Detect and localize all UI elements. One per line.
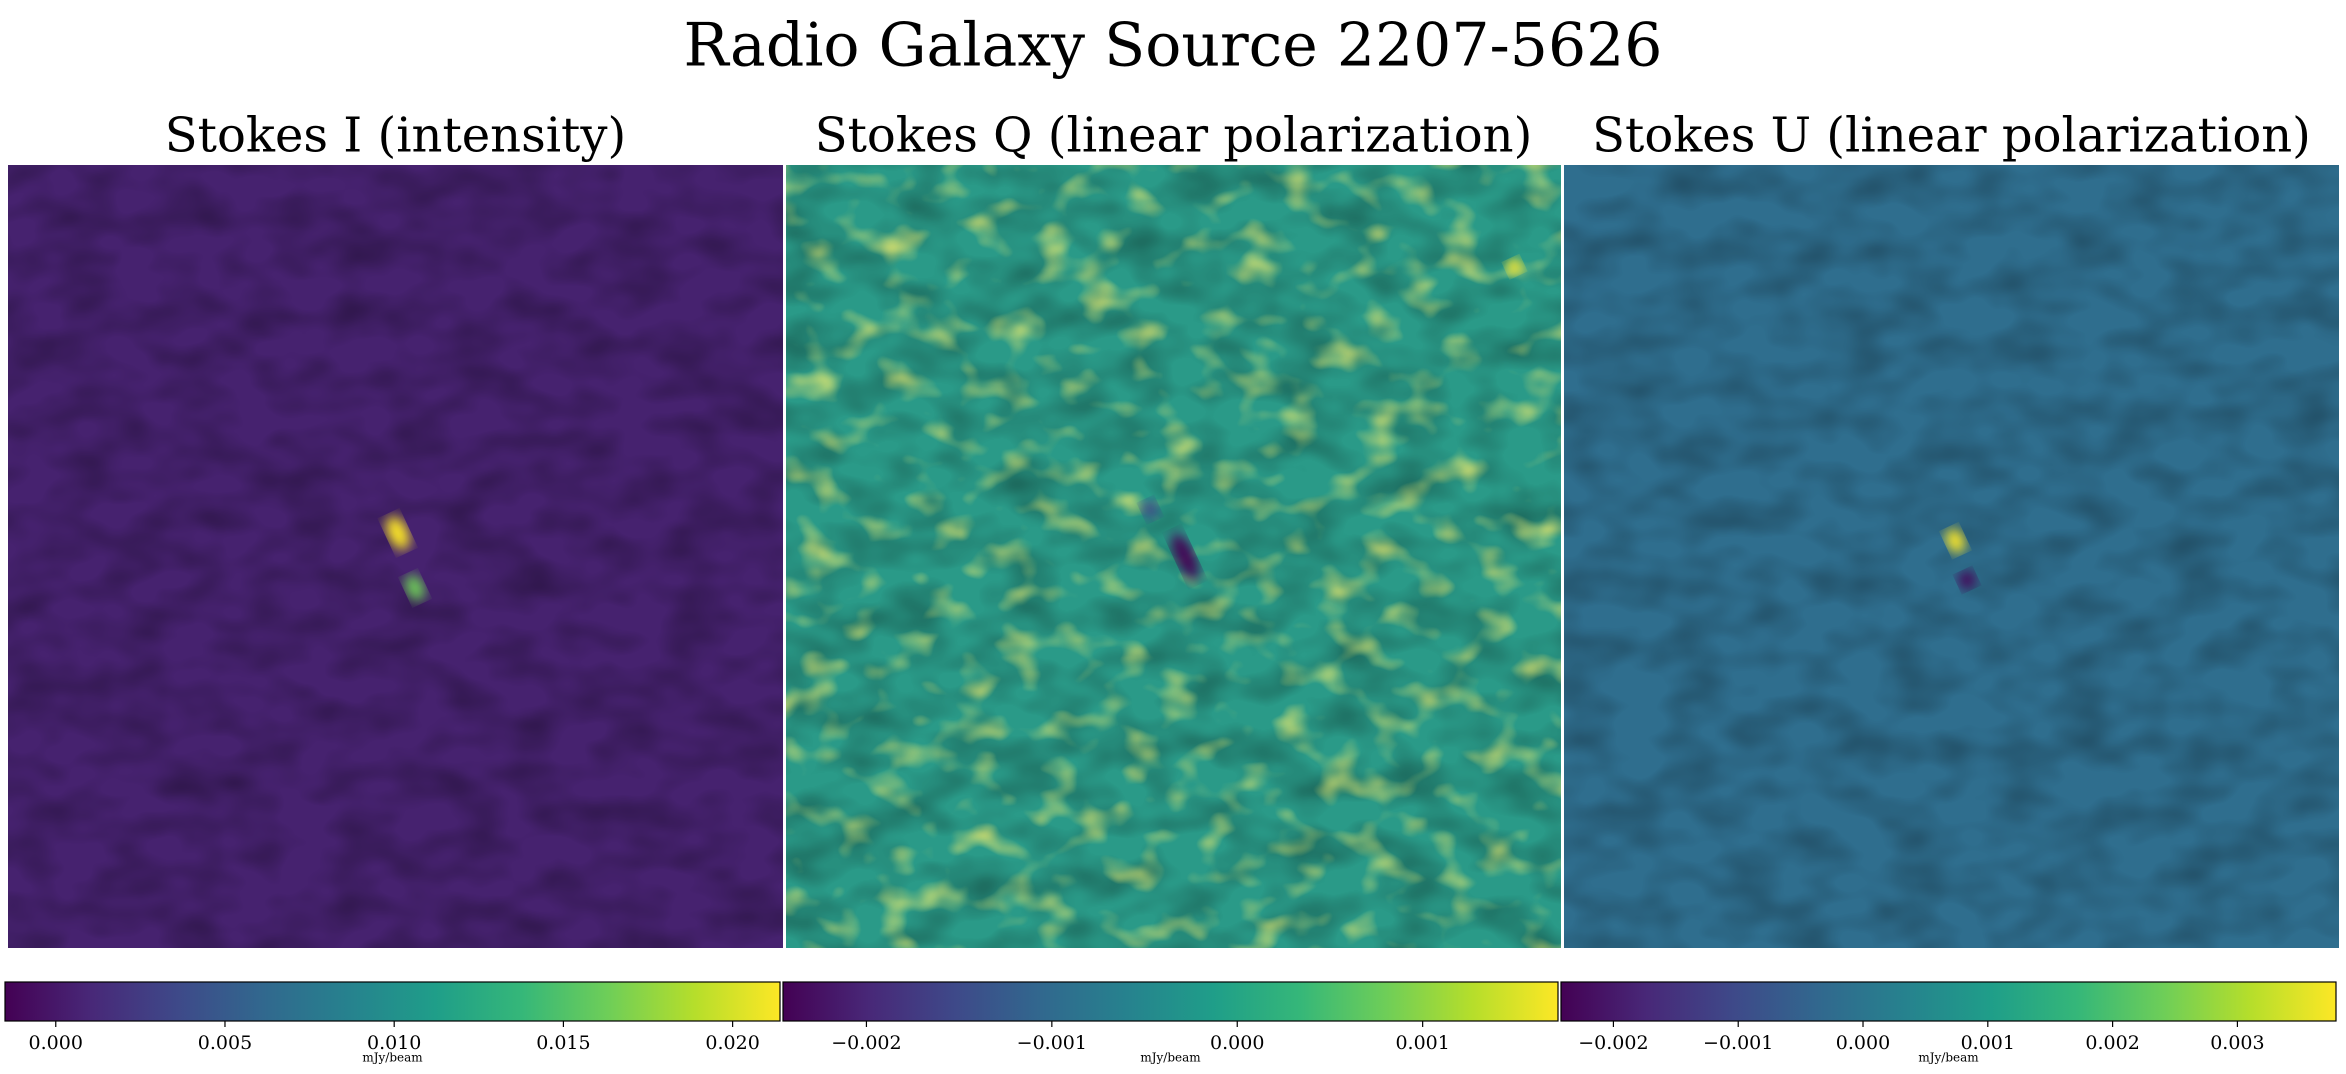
colorbar-tick-label: −0.002: [831, 1032, 901, 1054]
source-blob: [1171, 532, 1199, 581]
colorbar: [782, 981, 1559, 1022]
colorbar: [4, 981, 781, 1022]
colorbar-tick-label: 0.001: [1961, 1032, 2015, 1054]
heatmap-texture: [786, 165, 1561, 948]
colorbar-tick-label: 0.002: [2085, 1032, 2139, 1054]
colorbar-tick-label: 0.010: [367, 1032, 421, 1054]
colorbar-tick-label: −0.001: [1017, 1032, 1087, 1054]
colorbar-tick-label: 0.005: [198, 1032, 252, 1054]
source-blob: [1945, 528, 1966, 554]
source-blob: [1958, 570, 1976, 589]
source-blob: [1141, 499, 1159, 520]
source-blob: [1506, 258, 1523, 275]
source-blob: [404, 574, 425, 602]
colorbar-label: mJy/beam: [362, 1051, 423, 1065]
heatmap: [1564, 165, 2339, 948]
heatmap-texture: [8, 165, 783, 948]
colorbar-tick-label: 0.000: [1210, 1032, 1264, 1054]
colorbar-tick-label: −0.001: [1703, 1032, 1773, 1054]
heatmap-texture: [1564, 165, 2339, 948]
heatmap: [8, 165, 783, 948]
colorbar-tick-label: −0.002: [1578, 1032, 1648, 1054]
source-blob: [385, 516, 410, 550]
panel-title: Stokes U (linear polarization): [1592, 108, 2311, 164]
colorbar-label: mJy/beam: [1918, 1051, 1979, 1065]
colorbar-tick-label: 0.003: [2210, 1032, 2264, 1054]
colorbar-tick-label: 0.015: [536, 1032, 590, 1054]
colorbar-tick-label: 0.001: [1395, 1032, 1449, 1054]
colorbar-label: mJy/beam: [1140, 1051, 1201, 1065]
figure-title: Radio Galaxy Source 2207-5626: [684, 11, 1663, 81]
colorbar-tick-label: 0.000: [1836, 1032, 1890, 1054]
colorbar-tick-label: 0.020: [705, 1032, 759, 1054]
colorbar-tick-label: 0.000: [29, 1032, 83, 1054]
colorbar: [1560, 981, 2337, 1022]
panel-title: Stokes I (intensity): [165, 108, 626, 164]
heatmap: [786, 165, 1561, 948]
panel-title: Stokes Q (linear polarization): [815, 108, 1533, 164]
